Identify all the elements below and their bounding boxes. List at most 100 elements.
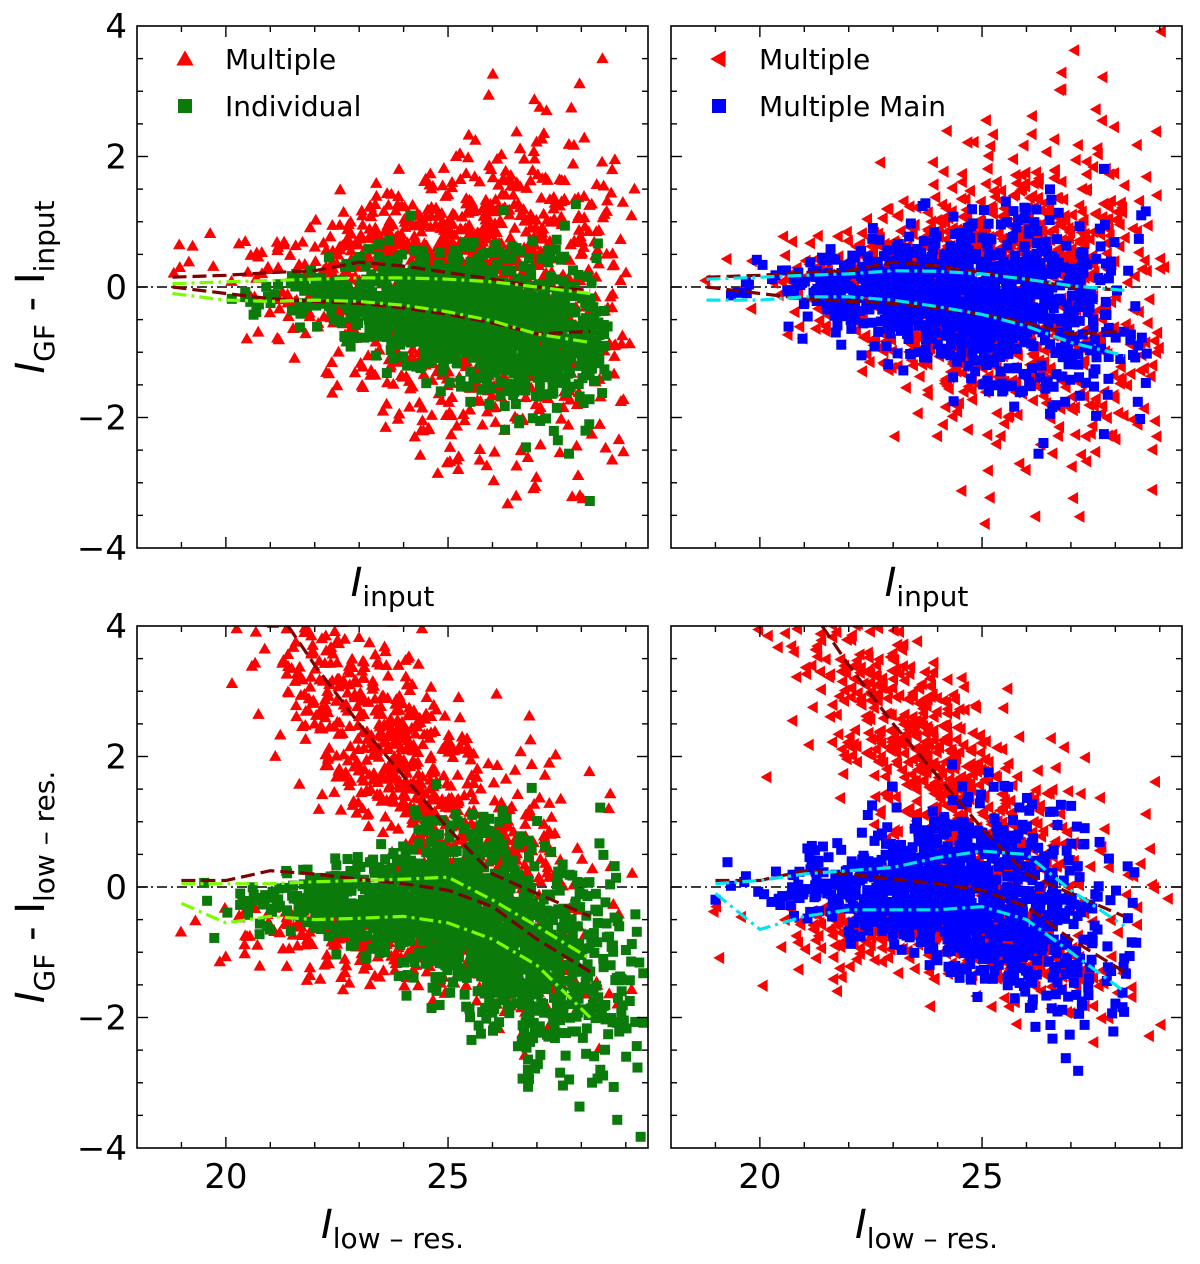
- data-point: [452, 463, 465, 474]
- data-point: [333, 762, 346, 774]
- data-point: [488, 266, 499, 277]
- data-point: [781, 328, 793, 341]
- x-axis-label: Iinput: [351, 560, 435, 613]
- data-point: [473, 328, 484, 339]
- data-point: [1082, 259, 1093, 270]
- data-point: [939, 400, 951, 414]
- data-point: [356, 209, 369, 221]
- data-point: [1144, 370, 1156, 383]
- data-point: [595, 155, 609, 167]
- data-point: [173, 261, 186, 272]
- data-point: [513, 142, 527, 154]
- data-point: [500, 424, 511, 435]
- data-point: [1063, 275, 1074, 286]
- data-point: [521, 451, 535, 462]
- data-point: [530, 470, 543, 482]
- data-point: [386, 337, 397, 348]
- data-point: [575, 852, 589, 864]
- data-point: [355, 378, 369, 390]
- data-point: [1003, 363, 1014, 374]
- data-point: [976, 281, 987, 292]
- data-point: [330, 656, 344, 668]
- data-point: [1133, 233, 1144, 244]
- data-point: [920, 283, 931, 294]
- data-point: [982, 375, 993, 386]
- data-point: [1017, 139, 1029, 152]
- data-point: [438, 233, 452, 245]
- data-point: [584, 370, 595, 381]
- data-point: [1146, 483, 1158, 497]
- data-point: [495, 347, 506, 358]
- data-point: [430, 270, 441, 281]
- data-point: [547, 191, 560, 202]
- data-point: [919, 307, 930, 318]
- data-point: [486, 67, 500, 79]
- data-point: [320, 948, 334, 960]
- data-point: [553, 446, 567, 458]
- data-point: [966, 393, 978, 406]
- data-point: [970, 366, 981, 377]
- data-point: [294, 322, 305, 333]
- data-point: [373, 238, 384, 249]
- data-point: [345, 312, 356, 323]
- data-point: [885, 282, 896, 293]
- data-point: [1052, 234, 1063, 245]
- data-point: [558, 276, 569, 287]
- legend-label: Individual: [225, 90, 361, 123]
- data-point: [903, 200, 915, 213]
- data-point: [545, 251, 556, 262]
- y-tick-label: 0: [105, 268, 127, 308]
- data-point: [817, 252, 828, 263]
- data-point: [927, 178, 939, 191]
- data-point: [578, 292, 589, 303]
- data-point: [1010, 257, 1021, 268]
- data-point: [453, 711, 467, 723]
- data-point: [1020, 204, 1031, 215]
- data-point: [437, 223, 451, 235]
- data-point: [981, 331, 992, 342]
- data-point: [987, 306, 998, 317]
- data-point: [402, 312, 413, 323]
- data-point: [1073, 510, 1085, 523]
- data-point: [429, 296, 440, 307]
- data-point: [918, 236, 929, 247]
- legend-marker: [710, 50, 726, 68]
- data-point: [899, 290, 910, 301]
- data-point: [1041, 245, 1052, 256]
- data-point: [605, 163, 619, 175]
- data-point: [344, 244, 358, 256]
- data-point: [522, 347, 533, 358]
- data-point: [531, 391, 542, 402]
- data-point: [485, 383, 496, 394]
- data-point: [971, 355, 982, 366]
- data-point: [1029, 217, 1040, 228]
- data-point: [574, 391, 585, 402]
- data-point: [1132, 246, 1144, 259]
- data-point: [307, 285, 318, 296]
- data-point: [926, 251, 937, 262]
- data-point: [476, 384, 487, 395]
- data-point: [334, 243, 347, 255]
- data-point: [502, 386, 513, 397]
- data-point: [977, 288, 988, 299]
- data-point: [503, 294, 514, 305]
- data-point: [940, 306, 951, 317]
- data-point: [584, 419, 595, 430]
- data-point: [936, 418, 948, 431]
- data-point: [957, 229, 968, 240]
- data-point: [489, 329, 500, 340]
- data-point: [352, 631, 366, 643]
- data-point: [886, 287, 897, 298]
- data-point: [995, 184, 1007, 197]
- data-point: [462, 128, 475, 140]
- data-point: [403, 400, 416, 412]
- legend-marker: [176, 50, 194, 66]
- data-point: [541, 338, 552, 349]
- data-point: [510, 283, 521, 294]
- data-point: [475, 224, 488, 236]
- data-point: [623, 337, 636, 349]
- data-point: [1018, 368, 1029, 379]
- data-point: [574, 230, 587, 242]
- data-point: [874, 234, 885, 245]
